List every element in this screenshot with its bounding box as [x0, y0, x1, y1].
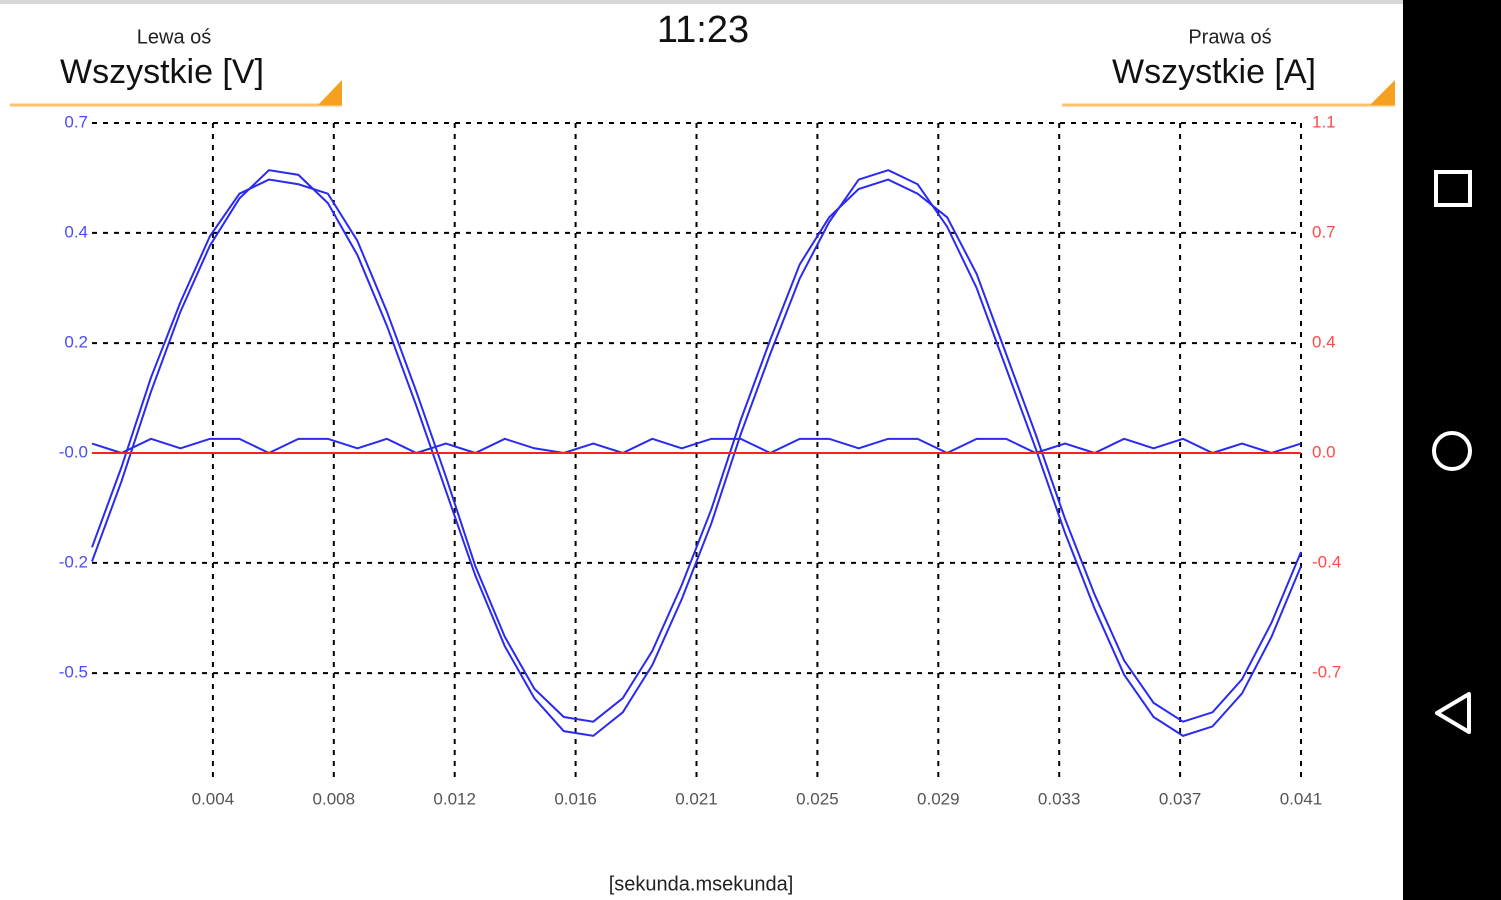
dropdown-corner — [318, 80, 342, 105]
y2-tick-label: 0.4 — [1312, 332, 1336, 351]
x-tick-label: 0.016 — [554, 789, 597, 808]
selector-value: Wszystkie [V] — [60, 53, 264, 91]
recents-button[interactable] — [1434, 170, 1472, 207]
selector-value: Wszystkie [A] — [1112, 53, 1316, 91]
y-tick-label: 0.7 — [64, 112, 88, 131]
dropdown-corner — [1370, 80, 1395, 105]
x-tick-label: 0.021 — [675, 789, 718, 808]
series-line — [91, 178, 1302, 723]
x-tick-label: 0.012 — [433, 789, 476, 808]
plot: 0.7 0.4 0.2 -0.0 -0.2 -0.5 1.1 0.7 0.4 0.0 -0.4 -0.… — [59, 112, 1342, 808]
x-tick-label: 0.041 — [1280, 789, 1323, 808]
back-button[interactable] — [1435, 692, 1471, 734]
left-axis-selector[interactable]: Lewa oś Wszystkie [V] — [10, 26, 342, 107]
x-tick-label: 0.029 — [917, 789, 960, 808]
x-tick-label: 0.037 — [1159, 789, 1202, 808]
y2-tick-label: 0.7 — [1312, 223, 1336, 242]
series-line — [91, 437, 1302, 455]
x-tick-label: 0.008 — [313, 789, 356, 808]
nav-background — [1403, 0, 1501, 900]
navigation-bar — [1403, 0, 1501, 900]
x-tick-label: 0.033 — [1038, 789, 1081, 808]
y2-tick-label: -0.7 — [1312, 662, 1341, 681]
selector-label: Lewa oś — [137, 26, 212, 48]
x-tick-label: 0.004 — [192, 789, 235, 808]
y2-tick-label: 1.1 — [1312, 112, 1336, 131]
home-button[interactable] — [1432, 431, 1472, 471]
clock: 11:23 — [657, 9, 749, 51]
right-axis-selector[interactable]: Prawa oś Wszystkie [A] — [1062, 26, 1395, 107]
selector-label: Prawa oś — [1188, 26, 1271, 48]
x-tick-label: 0.025 — [796, 789, 839, 808]
y-tick-label: 0.2 — [64, 333, 88, 352]
y-tick-label: -0.0 — [59, 442, 88, 461]
y-tick-label: 0.4 — [64, 222, 88, 241]
y2-tick-label: 0.0 — [1312, 442, 1336, 461]
status-strip — [0, 0, 1403, 4]
y2-tick-label: -0.4 — [1312, 553, 1341, 572]
x-axis-label: [sekunda.msekunda] — [609, 873, 794, 895]
series-line — [91, 169, 1302, 737]
y-tick-label: -0.2 — [59, 552, 88, 571]
y-tick-label: -0.5 — [59, 663, 88, 682]
